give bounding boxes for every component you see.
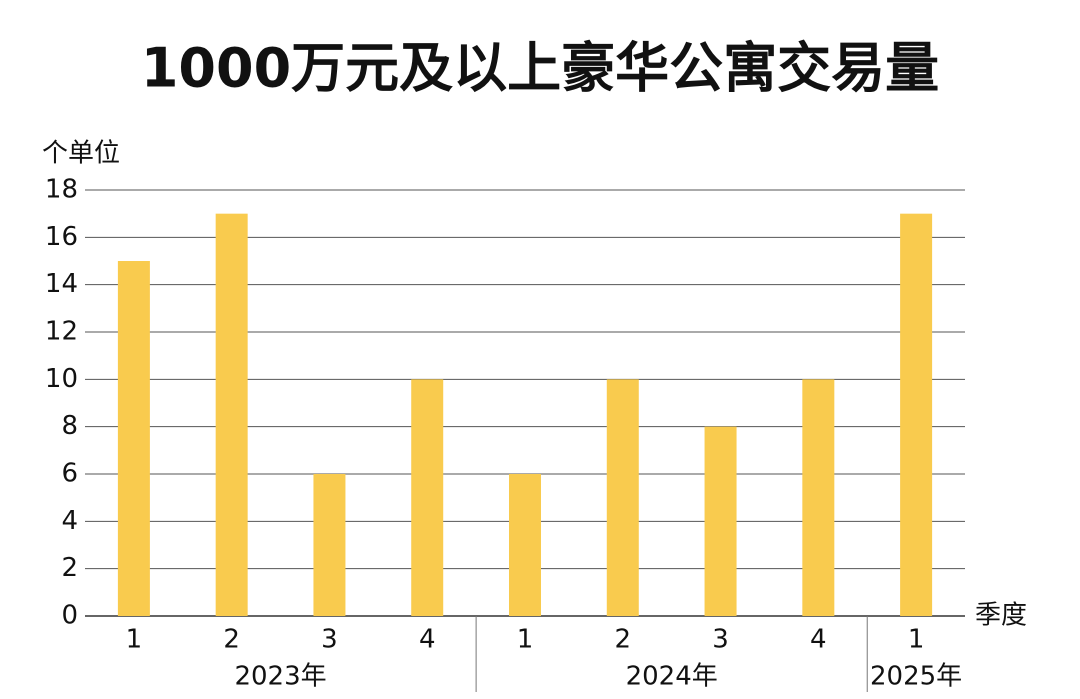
group-label: 2023年 <box>234 662 326 692</box>
bar <box>802 379 835 616</box>
x-tick-label: 2 <box>223 625 240 655</box>
group-label: 2024年 <box>626 662 718 692</box>
chart-title: 1000万元及以上豪华公寓交易量 <box>141 37 939 100</box>
bar <box>117 261 150 616</box>
group-label: 2025年 <box>870 662 962 692</box>
bar <box>900 213 933 616</box>
x-tick-label: 4 <box>810 625 827 655</box>
y-tick-label: 0 <box>61 601 78 631</box>
x-tick-label: 1 <box>126 625 143 655</box>
y-tick-label: 10 <box>45 364 78 394</box>
y-tick-label: 2 <box>61 553 78 583</box>
bar <box>313 474 346 616</box>
bar <box>411 379 444 616</box>
y-tick-label: 4 <box>61 506 78 536</box>
y-tick-label: 14 <box>45 269 78 299</box>
y-tick-label: 6 <box>61 459 78 489</box>
y-axis-label: 个单位 <box>42 139 120 169</box>
bar <box>215 213 248 616</box>
x-tick-label: 3 <box>712 625 729 655</box>
x-tick-label: 2 <box>615 625 632 655</box>
bar <box>606 379 639 616</box>
y-tick-label: 16 <box>45 222 78 252</box>
x-tick-label: 1 <box>908 625 925 655</box>
y-tick-label: 18 <box>45 175 78 205</box>
x-tick-label: 4 <box>419 625 436 655</box>
y-tick-label: 12 <box>45 317 78 347</box>
x-axis-label: 季度 <box>975 601 1027 631</box>
bar <box>509 474 541 616</box>
x-tick-label: 3 <box>321 625 338 655</box>
bar <box>704 426 737 616</box>
y-tick-label: 8 <box>61 411 78 441</box>
x-tick-label: 1 <box>517 625 534 655</box>
